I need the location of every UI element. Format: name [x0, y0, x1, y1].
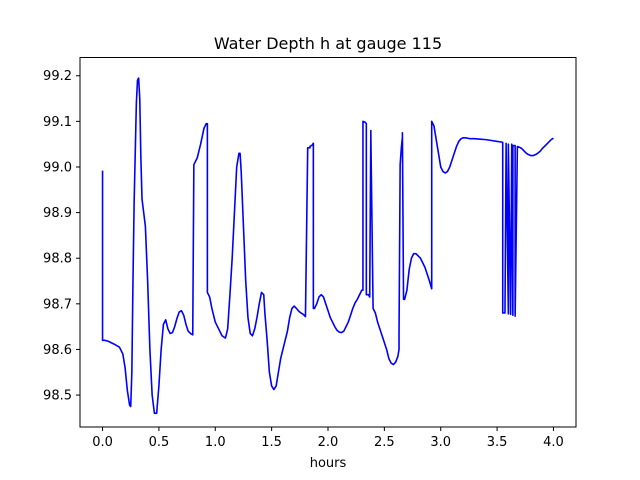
y-tick-label: 99.0	[43, 160, 72, 175]
y-tick-label: 99.2	[43, 69, 72, 84]
x-axis-label: hours	[310, 456, 347, 471]
y-tick-label: 98.9	[43, 206, 72, 221]
x-tick-label: 3.5	[487, 435, 508, 450]
y-tick-label: 98.5	[43, 389, 72, 404]
y-axis: 98.5 98.6 98.7 98.8 98.9 99.0 99.1 99.2	[43, 69, 80, 404]
x-tick-label: 1.5	[261, 435, 282, 450]
x-tick-label: 0.0	[92, 435, 113, 450]
y-tick-label: 98.6	[43, 343, 72, 358]
x-tick-label: 2.5	[374, 435, 395, 450]
x-tick-label: 4.0	[543, 435, 564, 450]
chart-title: Water Depth h at gauge 115	[214, 34, 442, 53]
y-tick-label: 99.1	[43, 115, 72, 130]
x-tick-label: 0.5	[149, 435, 170, 450]
x-tick-label: 2.0	[318, 435, 339, 450]
plot-area-frame	[79, 57, 577, 428]
x-axis: 0.0 0.5 1.0 1.5 2.0 2.5 3.0 3.5 4.0	[92, 427, 564, 450]
y-tick-label: 98.8	[43, 252, 72, 267]
x-tick-label: 3.0	[430, 435, 451, 450]
water-depth-series-line	[101, 77, 554, 415]
x-tick-label: 1.0	[205, 435, 226, 450]
y-tick-label: 98.7	[43, 297, 72, 312]
